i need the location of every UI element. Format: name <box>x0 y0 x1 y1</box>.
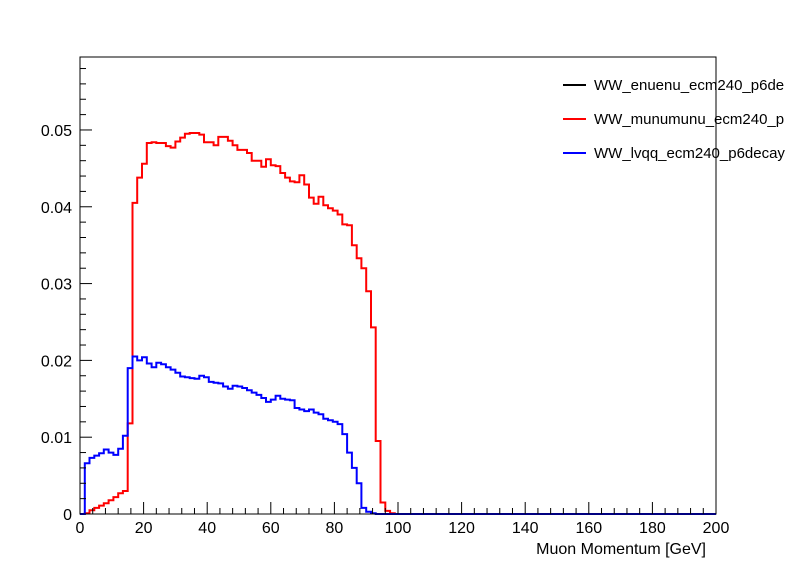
series-layer <box>80 132 716 515</box>
y-tick-label: 0.02 <box>41 353 72 370</box>
x-tick-label: 20 <box>135 520 153 537</box>
x-tick-label: 140 <box>512 520 539 537</box>
x-tick-label: 180 <box>639 520 666 537</box>
y-tick-label: 0.05 <box>41 123 72 140</box>
y-tick-label: 0 <box>63 507 72 524</box>
x-tick-label: 40 <box>198 520 216 537</box>
legend-label: WW_munumunu_ecm240_p <box>594 111 784 128</box>
x-tick-label: 60 <box>262 520 280 537</box>
x-tick-label: 160 <box>575 520 602 537</box>
x-tick-label: 80 <box>326 520 344 537</box>
legend-label: WW_enuenu_ecm240_p6de <box>594 77 784 94</box>
y-tick-label: 0.04 <box>41 200 72 217</box>
series-line-2 <box>80 355 716 515</box>
y-tick-label: 0.01 <box>41 430 72 447</box>
x-axis-title: Muon Momentum [GeV] <box>536 541 706 558</box>
x-axis: 0 20 40 60 80 100 120 140 160 180 200 <box>76 502 730 537</box>
series-line-1 <box>80 132 716 515</box>
x-tick-label: 200 <box>703 520 730 537</box>
y-tick-label: 0.03 <box>41 277 72 294</box>
legend-label: WW_lvqq_ecm240_p6decay <box>594 145 785 162</box>
x-tick-label: 100 <box>385 520 412 537</box>
x-tick-label: 0 <box>76 520 85 537</box>
legend: WW_enuenu_ecm240_p6de WW_munumunu_ecm240_… <box>563 77 785 162</box>
x-tick-label: 120 <box>448 520 475 537</box>
y-axis: 0 0.01 0.02 0.03 0.04 0.05 <box>41 68 92 524</box>
